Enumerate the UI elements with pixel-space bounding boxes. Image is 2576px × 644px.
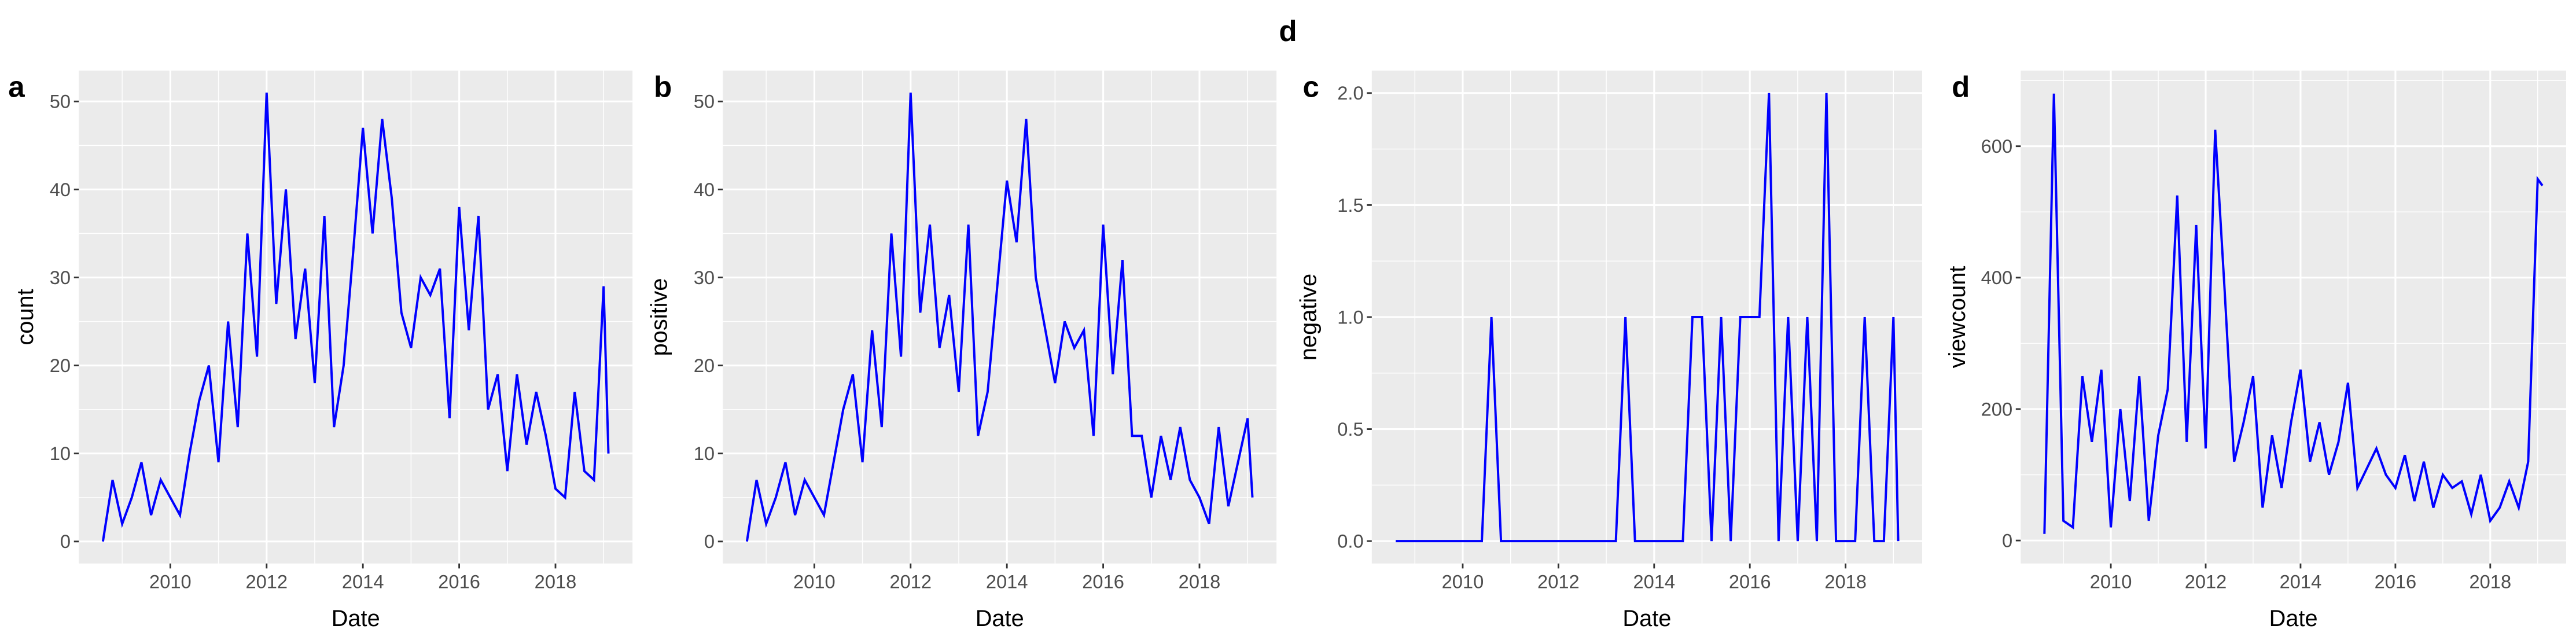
x-tick-label: 2010	[1442, 571, 1484, 592]
panel-label: a	[8, 71, 25, 104]
y-tick-label: 1.0	[1337, 306, 1363, 327]
x-tick-label: 2018	[1824, 571, 1867, 592]
panel: 0 10 20 30 40 50 2010 2012 2014 2016 2018	[50, 71, 633, 592]
x-axis-title: Date	[2269, 606, 2318, 631]
y-tick-label: 40	[50, 179, 71, 200]
x-tick-label: 2016	[2375, 571, 2417, 592]
y-tick-label: 2.0	[1337, 82, 1363, 104]
y-axis-title: count	[13, 289, 38, 345]
y-tick-label: 0.5	[1337, 418, 1363, 440]
panel-label: c	[1303, 71, 1319, 104]
x-tick-label: 2016	[438, 571, 480, 592]
x-tick-label: 2016	[1729, 571, 1771, 592]
figure-title: d	[1279, 14, 1297, 47]
y-tick-label: 0	[60, 531, 71, 552]
data-line	[1396, 93, 1900, 543]
x-tick-label: 2012	[245, 571, 288, 592]
x-axis-title: Date	[976, 606, 1024, 631]
x-tick-label: 2010	[149, 571, 192, 592]
plot-background	[723, 71, 1277, 564]
y-tick-label: 1.5	[1337, 194, 1363, 216]
x-tick-label: 2014	[986, 571, 1028, 592]
y-tick-label: 10	[694, 443, 715, 464]
panel: 0.0 0.5 1.0 1.5 2.0 2010 2012 2014 2016 2018	[1337, 71, 1922, 592]
y-tick-label: 20	[694, 355, 715, 376]
y-tick-label: 0	[704, 531, 715, 552]
y-tick-label: 20	[50, 355, 71, 376]
y-tick-label: 400	[1981, 267, 2012, 288]
y-tick-label: 600	[1981, 135, 2012, 157]
x-axis-title: Date	[332, 606, 380, 631]
y-tick-label: 0	[2002, 529, 2012, 551]
x-tick-label: 2012	[889, 571, 932, 592]
y-tick-label: 50	[50, 91, 71, 112]
x-tick-label: 2018	[1179, 571, 1221, 592]
plot-background	[79, 71, 633, 564]
x-tick-label: 2014	[2280, 571, 2322, 592]
x-tick-label: 2016	[1082, 571, 1124, 592]
x-axis-title: Date	[1622, 606, 1671, 631]
x-tick-label: 2018	[2470, 571, 2512, 592]
y-axis-title: negative	[1296, 274, 1321, 360]
panel-label: b	[654, 71, 672, 104]
data-line	[101, 93, 610, 542]
y-tick-label: 30	[694, 267, 715, 288]
y-tick-label: 200	[1981, 398, 2012, 419]
x-tick-label: 2018	[535, 571, 577, 592]
x-tick-label: 2010	[793, 571, 836, 592]
y-axis-title: viewcount	[1945, 266, 1970, 369]
y-axis-title: positive	[647, 278, 672, 356]
x-tick-label: 2012	[2185, 571, 2227, 592]
y-tick-label: 10	[50, 443, 71, 464]
panel-label: d	[1952, 71, 1970, 104]
y-tick-label: 30	[50, 267, 71, 288]
y-tick-label: 0.0	[1337, 531, 1363, 552]
data-line	[745, 93, 1254, 542]
y-tick-label: 50	[694, 91, 715, 112]
x-tick-label: 2012	[1537, 571, 1580, 592]
x-tick-label: 2014	[342, 571, 384, 592]
x-tick-label: 2014	[1633, 571, 1675, 592]
panel: 0 10 20 30 40 50 2010 2012 2014 2016 2018	[694, 71, 1277, 592]
panel: 0 200 400 600 2010 2012 2014 2016 2018	[1981, 71, 2566, 592]
data-line	[2043, 93, 2544, 534]
x-tick-label: 2010	[2090, 571, 2132, 592]
y-tick-label: 40	[694, 179, 715, 200]
